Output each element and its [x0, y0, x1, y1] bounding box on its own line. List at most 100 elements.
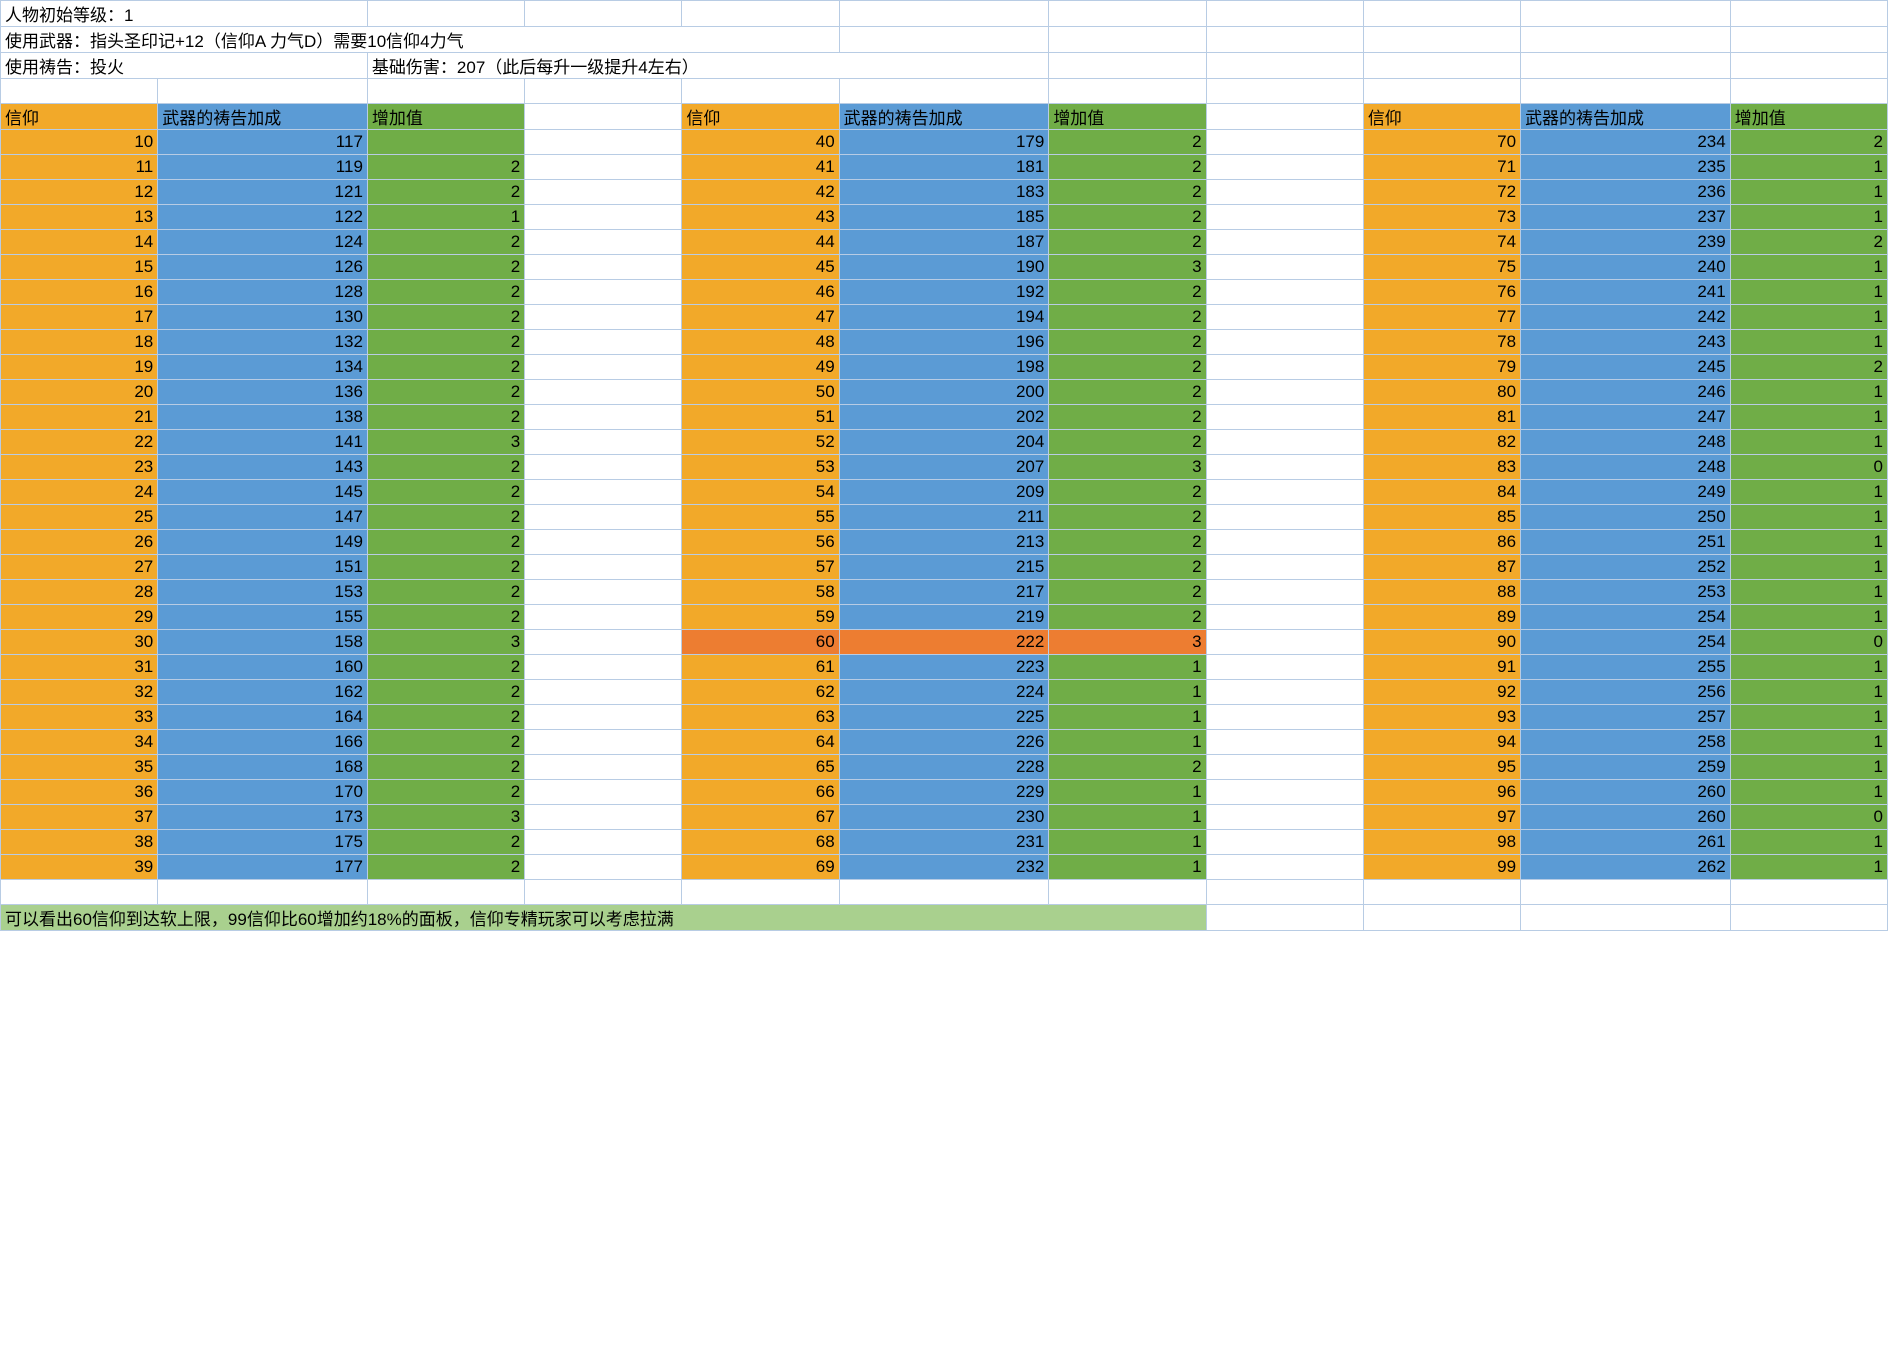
cell-incr: 1	[1049, 680, 1206, 705]
cell-faith: 31	[1, 655, 158, 680]
cell-bonus: 181	[839, 155, 1049, 180]
cell-incr: 3	[367, 805, 524, 830]
cell-faith: 80	[1363, 380, 1520, 405]
cell-bonus: 234	[1521, 130, 1731, 155]
cell-bonus: 248	[1521, 430, 1731, 455]
cell-bonus: 230	[839, 805, 1049, 830]
cell-incr: 1	[1730, 580, 1887, 605]
data-row: 281532582172882531	[1, 580, 1888, 605]
gap-cell	[1206, 305, 1363, 330]
cell-faith: 82	[1363, 430, 1520, 455]
cell-incr: 2	[1730, 130, 1887, 155]
cell-incr: 1	[1730, 280, 1887, 305]
cell-incr: 1	[1730, 430, 1887, 455]
cell-incr: 1	[1730, 780, 1887, 805]
cell-incr: 1	[1730, 405, 1887, 430]
gap-cell	[1206, 180, 1363, 205]
cell-bonus: 151	[158, 555, 368, 580]
cell-bonus: 241	[1521, 280, 1731, 305]
gap-cell	[1206, 230, 1363, 255]
cell-bonus: 155	[158, 605, 368, 630]
footer-text: 可以看出60信仰到达软上限，99信仰比60增加约18%的面板，信仰专精玩家可以考…	[1, 905, 1207, 931]
cell-faith: 97	[1363, 805, 1520, 830]
cell-bonus: 247	[1521, 405, 1731, 430]
cell-incr: 0	[1730, 630, 1887, 655]
cell-faith: 71	[1363, 155, 1520, 180]
cell-bonus: 254	[1521, 605, 1731, 630]
cell-faith: 77	[1363, 305, 1520, 330]
cell-faith: 35	[1, 755, 158, 780]
cell-incr: 2	[1049, 155, 1206, 180]
cell-faith: 74	[1363, 230, 1520, 255]
cell-bonus: 253	[1521, 580, 1731, 605]
data-row: 131221431852732371	[1, 205, 1888, 230]
col-header-faith-1: 信仰	[1, 104, 158, 130]
cell-faith: 47	[682, 305, 839, 330]
gap-cell	[525, 455, 682, 480]
cell-faith: 63	[682, 705, 839, 730]
cell-bonus: 237	[1521, 205, 1731, 230]
cell-faith: 84	[1363, 480, 1520, 505]
cell-bonus: 160	[158, 655, 368, 680]
cell-bonus: 217	[839, 580, 1049, 605]
cell-faith: 42	[682, 180, 839, 205]
cell-faith: 54	[682, 480, 839, 505]
cell-faith: 45	[682, 255, 839, 280]
cell-incr: 1	[1049, 855, 1206, 880]
data-row: 121212421832722361	[1, 180, 1888, 205]
gap-cell	[525, 280, 682, 305]
cell-incr: 2	[1049, 405, 1206, 430]
cell-faith: 52	[682, 430, 839, 455]
cell-faith: 67	[682, 805, 839, 830]
cell-incr: 1	[1730, 155, 1887, 180]
cell-faith: 21	[1, 405, 158, 430]
cell-faith: 33	[1, 705, 158, 730]
col-header-bonus-2: 武器的祷告加成	[839, 104, 1049, 130]
data-row: 211382512022812471	[1, 405, 1888, 430]
cell-faith: 22	[1, 430, 158, 455]
cell-incr: 2	[1049, 205, 1206, 230]
gap-cell	[525, 605, 682, 630]
cell-bonus: 223	[839, 655, 1049, 680]
data-row: 171302471942772421	[1, 305, 1888, 330]
gap-cell	[525, 830, 682, 855]
cell-faith: 15	[1, 255, 158, 280]
cell-incr: 2	[367, 755, 524, 780]
cell-incr: 2	[367, 380, 524, 405]
gap-cell	[525, 330, 682, 355]
data-table: 人物初始等级：1 使用武器：指头圣印记+12（信仰A 力气D）需要10信仰4力气…	[0, 0, 1888, 931]
cell-faith: 53	[682, 455, 839, 480]
cell-bonus: 138	[158, 405, 368, 430]
gap-cell	[525, 680, 682, 705]
cell-bonus: 153	[158, 580, 368, 605]
cell-faith: 28	[1, 580, 158, 605]
gap-cell	[525, 380, 682, 405]
cell-faith: 95	[1363, 755, 1520, 780]
gap-cell	[525, 805, 682, 830]
cell-faith: 92	[1363, 680, 1520, 705]
gap-cell	[1206, 355, 1363, 380]
cell-bonus: 260	[1521, 805, 1731, 830]
cell-bonus: 243	[1521, 330, 1731, 355]
cell-faith: 37	[1, 805, 158, 830]
cell-incr: 2	[367, 180, 524, 205]
cell-faith: 30	[1, 630, 158, 655]
blank-row	[1, 79, 1888, 104]
cell-bonus: 124	[158, 230, 368, 255]
cell-incr: 1	[1730, 205, 1887, 230]
data-row: 191342491982792452	[1, 355, 1888, 380]
gap-cell	[1206, 655, 1363, 680]
data-row: 201362502002802461	[1, 380, 1888, 405]
cell-incr: 1	[1730, 830, 1887, 855]
cell-bonus: 202	[839, 405, 1049, 430]
cell-faith: 29	[1, 605, 158, 630]
cell-bonus: 258	[1521, 730, 1731, 755]
cell-faith: 38	[1, 830, 158, 855]
cell-faith: 90	[1363, 630, 1520, 655]
cell-faith: 10	[1, 130, 158, 155]
cell-bonus: 257	[1521, 705, 1731, 730]
col-header-incr-3: 增加值	[1730, 104, 1887, 130]
cell-incr: 2	[367, 580, 524, 605]
cell-faith: 34	[1, 730, 158, 755]
cell-bonus: 259	[1521, 755, 1731, 780]
